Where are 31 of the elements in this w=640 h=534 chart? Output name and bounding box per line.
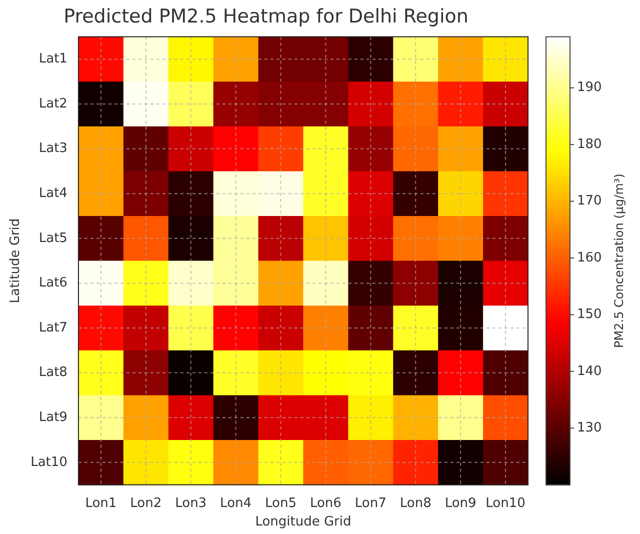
- color-bar-label: 190: [577, 80, 602, 96]
- y-tick-label: Lat4: [38, 186, 68, 201]
- y-tick-label: Lat1: [38, 52, 68, 67]
- x-tick-label: Lon9: [444, 496, 476, 511]
- y-tick-label: Lat8: [38, 365, 68, 380]
- color-bar-title: PM2.5 Concentration (µg/m³): [612, 174, 626, 348]
- y-tick-label: Lat2: [38, 96, 68, 112]
- x-tick-label: Lon7: [354, 496, 386, 511]
- y-tick-label: Lat3: [38, 141, 68, 156]
- y-tick-label: Lat5: [38, 230, 68, 246]
- x-tick-label: Lon3: [175, 496, 207, 511]
- color-bar-label: 130: [577, 420, 602, 436]
- x-tick-label: Lon5: [265, 496, 296, 511]
- x-tick-label: Lon10: [486, 496, 526, 511]
- color-bar-label: 150: [577, 307, 602, 322]
- y-tick-label: Lat7: [38, 320, 68, 336]
- y-tick-label: Lat10: [30, 454, 68, 470]
- color-bar-label: 140: [577, 364, 602, 379]
- x-tick-label: Lon1: [85, 496, 117, 511]
- x-tick-label: Lon8: [400, 496, 432, 511]
- color-bar-label: 180: [577, 136, 602, 152]
- y-tick-label: Lat6: [38, 276, 68, 291]
- color-bar-label: 170: [577, 194, 602, 209]
- y-axis-title: Latitude Grid: [8, 218, 24, 304]
- x-tick-label: Lon4: [220, 496, 252, 511]
- chart-title: Predicted PM2.5 Heatmap for Delhi Region: [64, 5, 468, 28]
- y-tick-label: Lat9: [38, 410, 68, 425]
- x-tick-label: Lon2: [130, 496, 162, 511]
- x-tick-label: Lon6: [310, 496, 342, 511]
- color-bar-label: 160: [577, 250, 602, 266]
- x-axis-title: Longitude Grid: [255, 514, 352, 530]
